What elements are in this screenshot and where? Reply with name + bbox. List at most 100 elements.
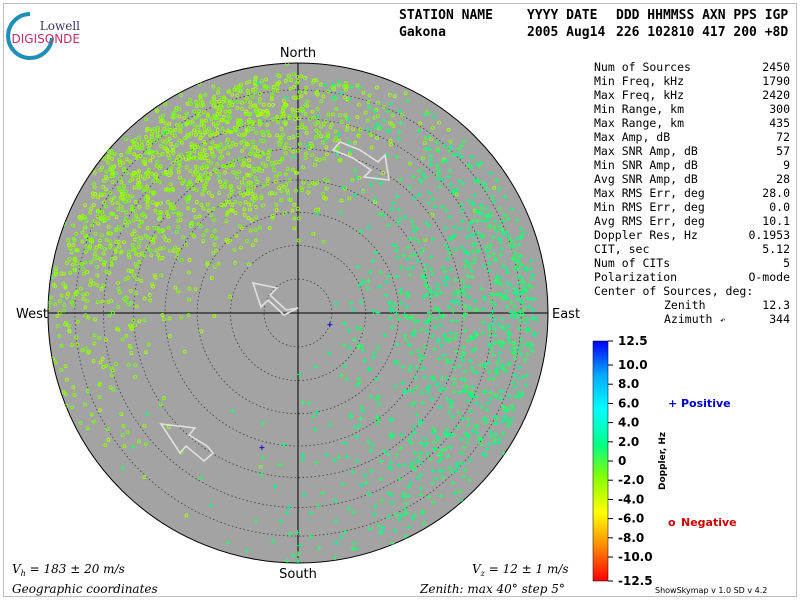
source-point-positive	[493, 369, 499, 375]
source-point-negative	[120, 433, 125, 438]
source-point-positive	[471, 248, 476, 254]
source-point-negative	[275, 72, 280, 77]
source-point-positive	[469, 389, 475, 395]
source-point-negative	[215, 127, 220, 132]
source-point-positive	[505, 405, 511, 411]
source-point-negative	[73, 291, 78, 296]
source-point-negative	[173, 108, 178, 113]
source-point-negative	[282, 211, 287, 215]
source-point-positive	[456, 291, 462, 297]
source-point-positive	[353, 546, 359, 552]
source-point-positive	[411, 223, 416, 229]
source-point-negative	[253, 227, 258, 232]
source-point-positive	[493, 420, 499, 426]
source-point-negative	[97, 209, 102, 214]
source-point-positive	[435, 437, 441, 443]
source-point-negative	[244, 80, 249, 85]
source-point-negative	[69, 250, 74, 255]
source-point-negative	[192, 109, 197, 114]
source-point-positive	[514, 236, 520, 242]
source-point-negative	[185, 111, 189, 116]
source-point-negative	[266, 86, 271, 91]
source-point-negative	[97, 335, 102, 340]
source-point-negative	[241, 133, 246, 138]
source-point-positive	[284, 509, 290, 515]
source-point-positive	[504, 295, 510, 301]
source-point-negative	[280, 109, 285, 114]
source-point-positive	[376, 417, 381, 423]
source-point-positive	[378, 269, 384, 275]
source-point-negative	[132, 185, 137, 190]
source-point-positive	[519, 262, 525, 268]
source-point-negative	[193, 143, 198, 148]
source-point-negative	[253, 108, 258, 113]
source-point-positive	[480, 306, 486, 312]
source-point-positive	[272, 483, 278, 489]
source-point-negative	[71, 236, 76, 241]
footer-version: ShowSkymap v 1.0 SD v 4.2	[655, 586, 767, 595]
source-point-positive	[461, 445, 467, 451]
source-point-negative	[203, 130, 208, 135]
source-point-positive	[521, 230, 526, 236]
source-point-positive	[466, 198, 472, 204]
source-point-positive	[407, 272, 413, 278]
source-point-negative	[178, 125, 183, 130]
source-point-negative	[299, 74, 304, 79]
source-point-negative	[123, 199, 128, 204]
source-point-positive	[457, 390, 463, 396]
source-point-negative	[286, 77, 291, 82]
source-point-positive	[467, 457, 473, 463]
colorbar-tick-label: 6.0	[618, 396, 639, 410]
source-point-negative	[126, 302, 131, 307]
source-point-positive	[394, 154, 400, 160]
source-point-negative	[248, 180, 253, 185]
source-point-negative	[95, 283, 100, 288]
source-point-positive	[363, 480, 369, 486]
source-point-negative	[367, 93, 372, 98]
source-point-negative	[157, 256, 162, 261]
source-point-negative	[224, 237, 229, 242]
source-point-positive	[386, 300, 392, 306]
stat-label: Doppler Res, Hz	[594, 228, 698, 242]
source-point-negative	[361, 189, 366, 193]
source-point-positive	[425, 200, 431, 206]
source-point-negative	[167, 121, 172, 126]
stat-label: Avg SNR Amp, dB	[594, 172, 698, 186]
source-point-negative	[131, 218, 136, 223]
source-point-negative	[245, 188, 250, 193]
source-point-negative	[187, 286, 192, 291]
source-point-negative	[193, 115, 198, 120]
source-point-positive	[486, 253, 492, 259]
source-point-negative	[159, 201, 163, 206]
source-point-negative	[242, 176, 247, 181]
source-point-negative	[190, 221, 195, 226]
source-point-positive	[399, 301, 405, 306]
source-point-negative	[291, 110, 296, 115]
source-point-negative	[116, 280, 120, 285]
source-point-positive	[427, 289, 433, 295]
source-point-positive	[457, 301, 462, 307]
source-point-positive	[389, 417, 394, 423]
source-point-negative	[270, 92, 274, 97]
source-point-negative	[305, 99, 310, 104]
source-point-negative	[130, 326, 135, 331]
source-point-positive	[337, 90, 343, 96]
source-point-positive	[471, 260, 477, 266]
source-point-negative	[212, 228, 217, 233]
source-point-negative	[269, 160, 274, 165]
source-point-positive	[517, 365, 523, 371]
source-point-positive	[410, 330, 416, 336]
source-point-positive	[524, 326, 530, 332]
source-point-negative	[98, 408, 102, 413]
source-point-negative	[249, 218, 254, 223]
source-point-positive	[489, 195, 495, 201]
source-point-negative	[143, 233, 148, 238]
source-point-positive	[434, 282, 440, 288]
source-point-positive	[461, 473, 467, 479]
source-point-positive	[522, 266, 528, 272]
source-point-positive	[389, 325, 395, 330]
source-point-positive	[483, 244, 489, 250]
source-point-negative	[166, 214, 171, 219]
source-point-negative	[206, 190, 211, 195]
source-point-positive	[459, 278, 465, 284]
